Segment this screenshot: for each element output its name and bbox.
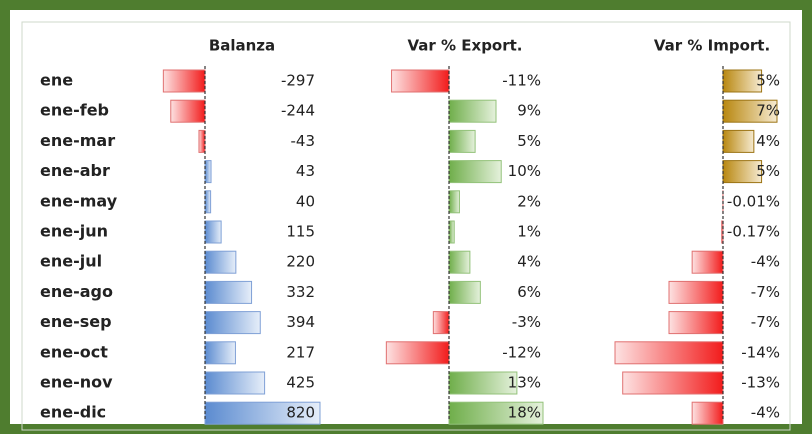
data-bar: [204, 371, 266, 395]
data-bar: [170, 99, 206, 123]
cell-value: 10%: [508, 162, 541, 180]
cell-value: 7%: [756, 102, 780, 120]
cell-value: 394: [286, 313, 315, 331]
row-label: ene-oct: [40, 342, 108, 361]
cell-value: -12%: [502, 343, 541, 361]
data-bar: [385, 341, 450, 365]
cell-value: 5%: [517, 132, 541, 150]
row-label: ene-abr: [40, 161, 110, 180]
data-bar: [448, 99, 497, 123]
cell-value: -11%: [502, 72, 541, 90]
data-bar: [204, 190, 212, 214]
cell-value: 40: [296, 192, 315, 210]
cell-value: 332: [286, 283, 315, 301]
cell-value: 4%: [756, 132, 780, 150]
row-label: ene-feb: [40, 101, 109, 120]
data-bar: [204, 250, 237, 274]
row-label: ene-ago: [40, 282, 113, 301]
data-bar: [204, 220, 222, 244]
data-bar: [448, 280, 481, 304]
data-bar: [691, 401, 724, 425]
column-header: Var % Export.: [407, 37, 522, 55]
cell-value: 1%: [517, 223, 541, 241]
data-bar: [448, 190, 460, 214]
cell-value: -7%: [751, 283, 780, 301]
row-label: ene-dic: [40, 403, 106, 422]
cell-value: 220: [286, 253, 315, 271]
row-label: ene-may: [40, 191, 118, 210]
cell-value: -14%: [741, 343, 780, 361]
data-bar: [614, 341, 724, 365]
data-bar: [204, 311, 261, 335]
cell-value: -4%: [751, 253, 780, 271]
cell-value: 115: [286, 223, 315, 241]
row-label: ene-mar: [40, 131, 115, 150]
data-bar: [204, 341, 236, 365]
cell-value: -0.17%: [727, 223, 780, 241]
data-bar: [198, 129, 206, 153]
cell-value: 5%: [756, 72, 780, 90]
cell-value: -7%: [751, 313, 780, 331]
data-bar: [204, 280, 253, 304]
data-bar: [204, 160, 212, 184]
column-header: Var % Import.: [654, 37, 770, 55]
data-bar: [391, 69, 450, 93]
cell-value: -244: [281, 102, 315, 120]
cell-value: 425: [286, 374, 315, 392]
data-bar: [448, 250, 471, 274]
cell-value: 13%: [508, 374, 541, 392]
column-header: Balanza: [209, 37, 275, 55]
data-bar: [432, 311, 450, 335]
cell-value: -297: [281, 72, 315, 90]
cell-value: 18%: [508, 404, 541, 422]
row-label: ene-sep: [40, 312, 112, 331]
cell-value: -3%: [512, 313, 541, 331]
cell-value: 820: [286, 404, 315, 422]
data-bar: [691, 250, 724, 274]
row-label: ene-nov: [40, 373, 113, 392]
data-bar: [448, 129, 476, 153]
data-bar: [668, 311, 724, 335]
row-label: ene: [40, 71, 73, 90]
data-bar: [722, 129, 755, 153]
cell-value: 4%: [517, 253, 541, 271]
row-label: ene-jun: [40, 222, 108, 241]
cell-value: -43: [291, 132, 316, 150]
data-bar: [668, 280, 724, 304]
cell-value: 9%: [517, 102, 541, 120]
cell-value: 6%: [517, 283, 541, 301]
cell-value: 2%: [517, 192, 541, 210]
cell-value: -0.01%: [727, 192, 780, 210]
data-bar: [448, 220, 455, 244]
cell-value: 43: [296, 162, 315, 180]
data-bar: [448, 160, 502, 184]
cell-value: 217: [286, 343, 315, 361]
data-bar: [622, 371, 724, 395]
data-bar: [162, 69, 206, 93]
cell-value: 5%: [756, 162, 780, 180]
cell-value: -13%: [741, 374, 780, 392]
row-label: ene-jul: [40, 252, 102, 271]
cell-value: -4%: [751, 404, 780, 422]
inner-frame: [21, 21, 791, 431]
